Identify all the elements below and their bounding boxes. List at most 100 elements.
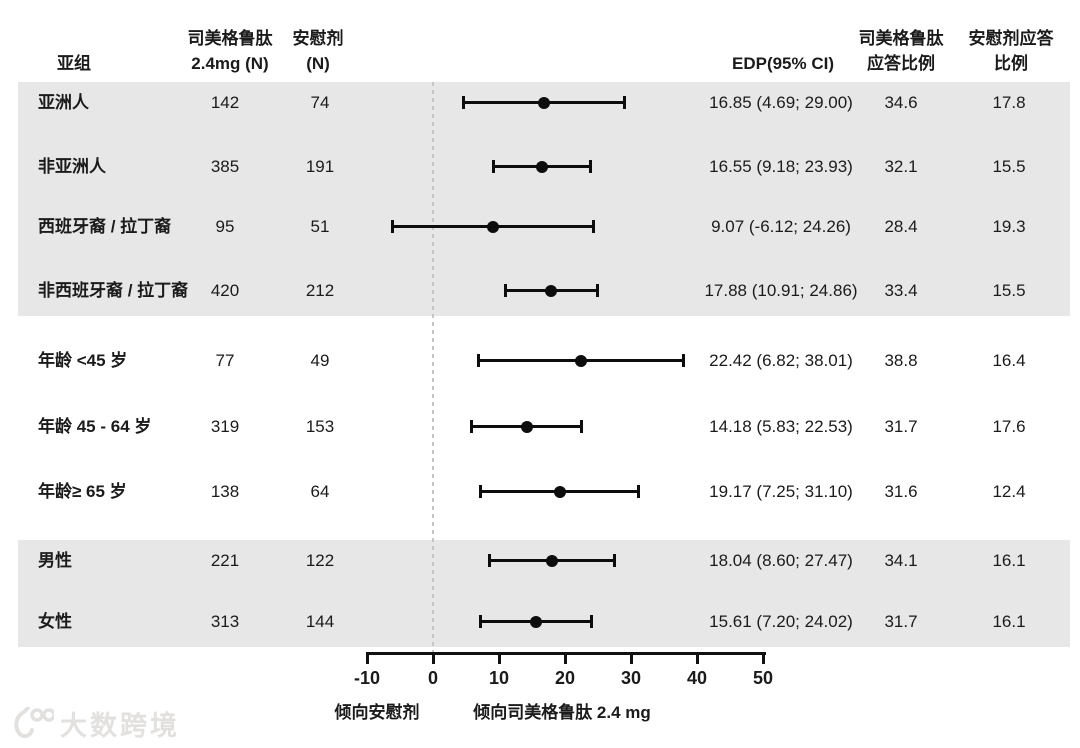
- treatment-n-value: 420: [210, 281, 240, 300]
- treatment-resp-value: 32.1: [884, 157, 918, 176]
- header-placebo-resp: 安慰剂应答 比例: [969, 26, 1054, 76]
- axis-label-favors-placebo: 倾向安慰剂: [334, 703, 420, 722]
- treatment-resp-value: 28.4: [884, 217, 918, 236]
- placebo-resp-value: 17.8: [992, 93, 1026, 112]
- subgroup-row: 女性 313 144 15.61 (7.20; 24.02) 31.7 16.1: [0, 590, 1080, 654]
- ci-cap-low: [469, 420, 473, 433]
- subgroup-label: 年龄≥ 65 岁: [38, 482, 127, 501]
- axis-label-favors-semaglutide: 倾向司美格鲁肽 2.4 mg: [473, 703, 651, 722]
- subgroup-label: 男性: [38, 551, 72, 570]
- x-axis-tick: [563, 652, 567, 664]
- subgroup-row: 年龄 <45 岁 77 49 22.42 (6.82; 38.01) 38.8 16.4: [0, 329, 1080, 393]
- subgroup-row: 年龄≥ 65 岁 138 64 19.17 (7.25; 31.10) 31.6 12.4: [0, 460, 1080, 524]
- treatment-resp-value: 38.8: [884, 351, 918, 370]
- header-placebo-resp-line1: 安慰剂应答: [968, 29, 1054, 48]
- placebo-n-value: 153: [305, 417, 335, 436]
- x-axis-tick-label: 30: [620, 668, 642, 688]
- subgroup-label: 亚洲人: [38, 93, 89, 112]
- treatment-n-value: 313: [210, 612, 240, 631]
- placebo-n-value: 191: [305, 157, 335, 176]
- x-axis-tick-label: 20: [554, 668, 576, 688]
- brand-logo-icon: [14, 706, 54, 738]
- edp-ci-value: 18.04 (8.60; 27.47): [709, 551, 853, 570]
- edp-ci-value: 9.07 (-6.12; 24.26): [711, 217, 851, 236]
- x-axis-tick-label: 50: [752, 668, 774, 688]
- ci-cap-low: [391, 220, 395, 233]
- treatment-resp-value: 33.4: [884, 281, 918, 300]
- treatment-n-value: 77: [215, 351, 235, 370]
- placebo-resp-value: 12.4: [992, 482, 1026, 501]
- subgroup-row: 非亚洲人 385 191 16.55 (9.18; 23.93) 32.1 15.5: [0, 135, 1080, 199]
- treatment-resp-value: 34.1: [884, 551, 918, 570]
- point-estimate-marker: [553, 486, 566, 498]
- treatment-n-value: 142: [210, 93, 240, 112]
- ci-cap-low: [479, 615, 483, 628]
- point-estimate-marker: [574, 355, 587, 367]
- subgroup-label: 西班牙裔 / 拉丁裔: [38, 217, 172, 236]
- ci-cap-high: [595, 284, 599, 297]
- watermark-text: 大数跨境: [60, 711, 180, 741]
- ci-cap-low: [479, 485, 483, 498]
- subgroup-label: 非西班牙裔 / 拉丁裔: [38, 281, 189, 300]
- header-edp-ci: EDP(95% CI): [731, 54, 835, 73]
- point-estimate-marker: [545, 285, 557, 297]
- ci-cap-low: [503, 284, 507, 297]
- header-treatment-n-line2: 2.4mg (N): [191, 54, 269, 73]
- point-estimate-marker: [486, 221, 499, 233]
- subgroup-row: 男性 221 122 18.04 (8.60; 27.47) 34.1 16.1: [0, 529, 1080, 593]
- placebo-n-value: 49: [310, 351, 330, 370]
- edp-ci-value: 16.85 (4.69; 29.00): [709, 93, 853, 112]
- x-axis-tick-label: -10: [353, 668, 381, 688]
- ci-cap-high: [591, 220, 595, 233]
- x-axis-tick-label: 10: [488, 668, 510, 688]
- header-subgroup: 亚组: [57, 54, 91, 73]
- subgroup-row: 西班牙裔 / 拉丁裔 95 51 9.07 (-6.12; 24.26) 28.4 19.…: [0, 195, 1080, 259]
- subgroup-row: 年龄 45 - 64 岁 319 153 14.18 (5.83; 22.53) 31.…: [0, 395, 1080, 459]
- subgroup-label: 年龄 <45 岁: [38, 351, 128, 370]
- treatment-n-value: 138: [210, 482, 240, 501]
- subgroup-row: 非西班牙裔 / 拉丁裔 420 212 17.88 (10.91; 24.86) 33.…: [0, 259, 1080, 323]
- header-placebo-n-line2: (N): [306, 54, 330, 73]
- placebo-resp-value: 17.6: [992, 417, 1026, 436]
- x-axis-line: [367, 652, 766, 655]
- x-axis-tick: [431, 652, 435, 664]
- ci-cap-high: [589, 160, 593, 173]
- treatment-n-value: 385: [210, 157, 240, 176]
- x-axis-tick: [365, 652, 369, 664]
- ci-cap-low: [476, 354, 480, 367]
- placebo-resp-value: 19.3: [992, 217, 1026, 236]
- x-axis-tick-label: 0: [427, 668, 439, 688]
- ci-cap-high: [682, 354, 686, 367]
- header-treatment-n-line1: 司美格鲁肽: [187, 29, 273, 48]
- placebo-n-value: 144: [305, 612, 335, 631]
- subgroup-label: 年龄 45 - 64 岁: [38, 417, 152, 436]
- edp-ci-value: 14.18 (5.83; 22.53): [709, 417, 853, 436]
- ci-cap-low: [462, 96, 466, 109]
- header-treatment-resp-line2: 应答比例: [867, 54, 935, 73]
- placebo-n-value: 212: [305, 281, 335, 300]
- placebo-n-value: 74: [310, 93, 330, 112]
- edp-ci-value: 22.42 (6.82; 38.01): [709, 351, 853, 370]
- edp-ci-value: 19.17 (7.25; 31.10): [709, 482, 853, 501]
- row-group-band: [18, 82, 1070, 316]
- treatment-resp-value: 34.6: [884, 93, 918, 112]
- ci-cap-high: [636, 485, 640, 498]
- point-estimate-marker: [538, 97, 551, 109]
- x-axis-tick: [629, 652, 633, 664]
- placebo-resp-value: 15.5: [992, 281, 1026, 300]
- header-placebo-n: 安慰剂 (N): [293, 26, 344, 76]
- point-estimate-marker: [520, 421, 533, 433]
- ci-cap-high: [580, 420, 584, 433]
- point-estimate-marker: [546, 555, 559, 567]
- placebo-n-value: 64: [310, 482, 330, 501]
- ci-cap-low: [488, 554, 492, 567]
- header-treatment-resp-line1: 司美格鲁肽: [858, 29, 944, 48]
- ci-cap-low: [492, 160, 496, 173]
- x-axis-tick: [761, 652, 765, 664]
- placebo-resp-value: 15.5: [992, 157, 1026, 176]
- placebo-n-value: 51: [310, 217, 330, 236]
- row-group-band: [18, 540, 1070, 647]
- edp-ci-value: 15.61 (7.20; 24.02): [709, 612, 853, 631]
- placebo-resp-value: 16.4: [992, 351, 1026, 370]
